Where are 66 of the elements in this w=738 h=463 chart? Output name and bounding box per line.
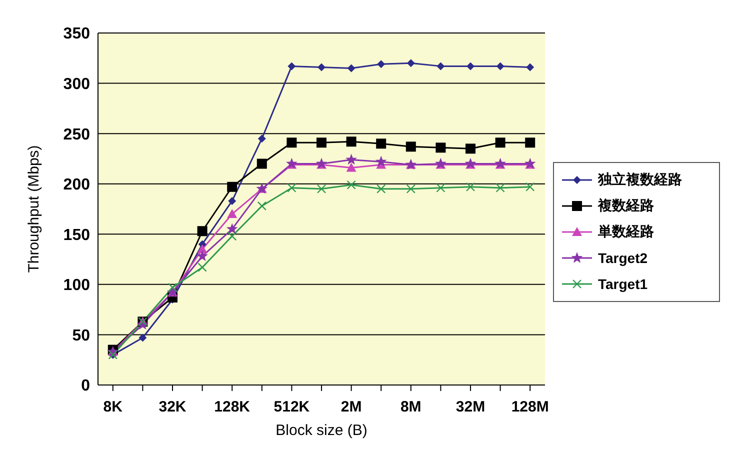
y-tick-label: 0 <box>81 378 90 395</box>
point <box>346 180 356 190</box>
x-tick-label: 32M <box>456 398 486 416</box>
point <box>346 136 356 147</box>
y-tick-label: 50 <box>72 327 90 344</box>
legend-label: 複数経路 <box>598 196 654 214</box>
x-tick-label: 32K <box>158 398 186 416</box>
point <box>286 138 297 148</box>
y-tick-label: 250 <box>63 126 90 144</box>
point <box>138 334 147 342</box>
x-tick-label: 8K <box>103 398 123 416</box>
y-axis-title: Throughput (Mbps) <box>25 145 42 273</box>
y-tick-label: 300 <box>63 76 90 93</box>
point <box>376 138 386 149</box>
point <box>346 162 356 172</box>
point <box>197 226 208 236</box>
point <box>377 60 386 68</box>
point <box>226 223 238 234</box>
point <box>496 183 505 192</box>
point <box>347 64 356 72</box>
point <box>257 201 266 211</box>
x-tick-label: 2M <box>340 398 362 416</box>
legend-label: 独立複数経路 <box>598 170 682 188</box>
point <box>406 142 416 152</box>
point <box>256 158 267 169</box>
point <box>316 138 326 148</box>
point <box>168 282 178 292</box>
point <box>316 184 326 194</box>
point <box>287 183 296 192</box>
x-tick-label: 128K <box>214 398 250 416</box>
point <box>466 182 476 192</box>
point <box>228 232 237 241</box>
point <box>346 154 358 165</box>
point <box>228 196 236 205</box>
x-tick-label: 512K <box>274 398 310 416</box>
point <box>406 59 415 68</box>
point <box>496 62 504 70</box>
point <box>526 182 535 192</box>
point <box>196 250 208 262</box>
point <box>466 144 476 154</box>
y-tick-label: 150 <box>63 226 90 244</box>
point <box>375 156 387 167</box>
legend-label: 単数経路 <box>598 222 654 240</box>
point <box>436 62 445 70</box>
point <box>318 63 326 72</box>
point <box>466 62 474 70</box>
point <box>436 183 446 192</box>
x-tick-label: 8M <box>400 398 422 416</box>
point <box>198 262 207 272</box>
point <box>525 138 536 148</box>
legend-label: Target1 <box>598 276 648 292</box>
point <box>227 182 238 192</box>
x-axis-title: Block size (B) <box>276 422 368 439</box>
y-tick-label: 350 <box>63 26 90 43</box>
point <box>376 184 386 194</box>
point <box>288 62 296 70</box>
x-tick-label: 128M <box>511 398 549 416</box>
point <box>436 142 446 153</box>
point <box>406 184 416 194</box>
point <box>258 134 266 143</box>
y-tick-label: 100 <box>63 277 90 294</box>
point <box>495 138 506 148</box>
point <box>526 63 534 72</box>
point <box>227 209 238 218</box>
y-tick-label: 200 <box>63 176 90 194</box>
legend-label: Target2 <box>598 250 648 266</box>
